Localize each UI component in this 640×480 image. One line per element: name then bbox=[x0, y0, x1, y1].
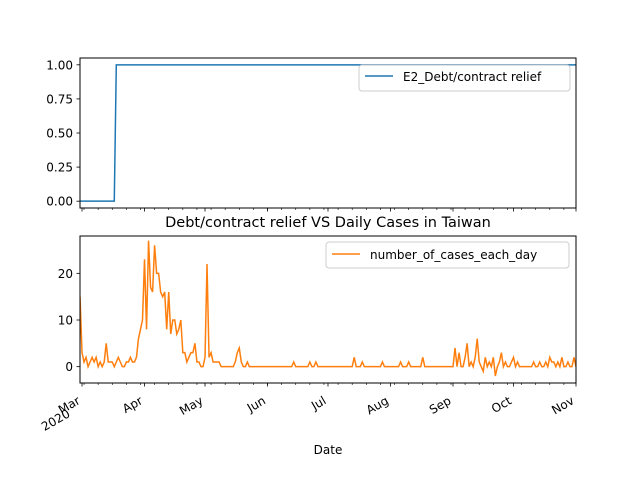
y-tick-label: 0.00 bbox=[46, 195, 73, 209]
top-chart-legend: E2_Debt/contract relief bbox=[358, 64, 571, 92]
y-tick-label: 0 bbox=[65, 360, 73, 374]
y-tick-label: 10 bbox=[58, 314, 73, 328]
bottom-chart-lines bbox=[80, 240, 576, 377]
y-tick-label: 0.50 bbox=[46, 127, 73, 141]
y-tick-label: 0.25 bbox=[46, 161, 73, 175]
x-axis-label: Date bbox=[314, 443, 343, 457]
y-tick-label: 20 bbox=[58, 267, 73, 281]
y-tick-label: 1.00 bbox=[46, 58, 73, 72]
top-chart-x-axis bbox=[81, 208, 577, 212]
top-legend-box bbox=[358, 64, 571, 92]
chart-title: Debt/contract relief VS Daily Cases in T… bbox=[165, 215, 491, 231]
top-chart: 0.00 0.25 0.50 0.75 1.00 E2_Debt/contract re… bbox=[46, 57, 577, 212]
bottom-legend-box bbox=[325, 241, 570, 269]
bottom-chart-y-axis: 0 10 20 bbox=[58, 267, 80, 374]
x-tick-label: Jul bbox=[308, 393, 328, 413]
bottom-legend-label: number_of_cases_each_day bbox=[370, 248, 537, 262]
series-line-daily-cases bbox=[80, 240, 576, 377]
series-line-debt-contract-relief bbox=[80, 64, 576, 202]
top-chart-y-axis: 0.00 0.25 0.50 0.75 1.00 bbox=[46, 58, 80, 209]
top-chart-lines bbox=[80, 64, 576, 202]
bottom-chart-legend: number_of_cases_each_day bbox=[325, 241, 570, 269]
top-legend-label: E2_Debt/contract relief bbox=[403, 70, 542, 84]
y-tick-label: 0.75 bbox=[46, 92, 73, 106]
